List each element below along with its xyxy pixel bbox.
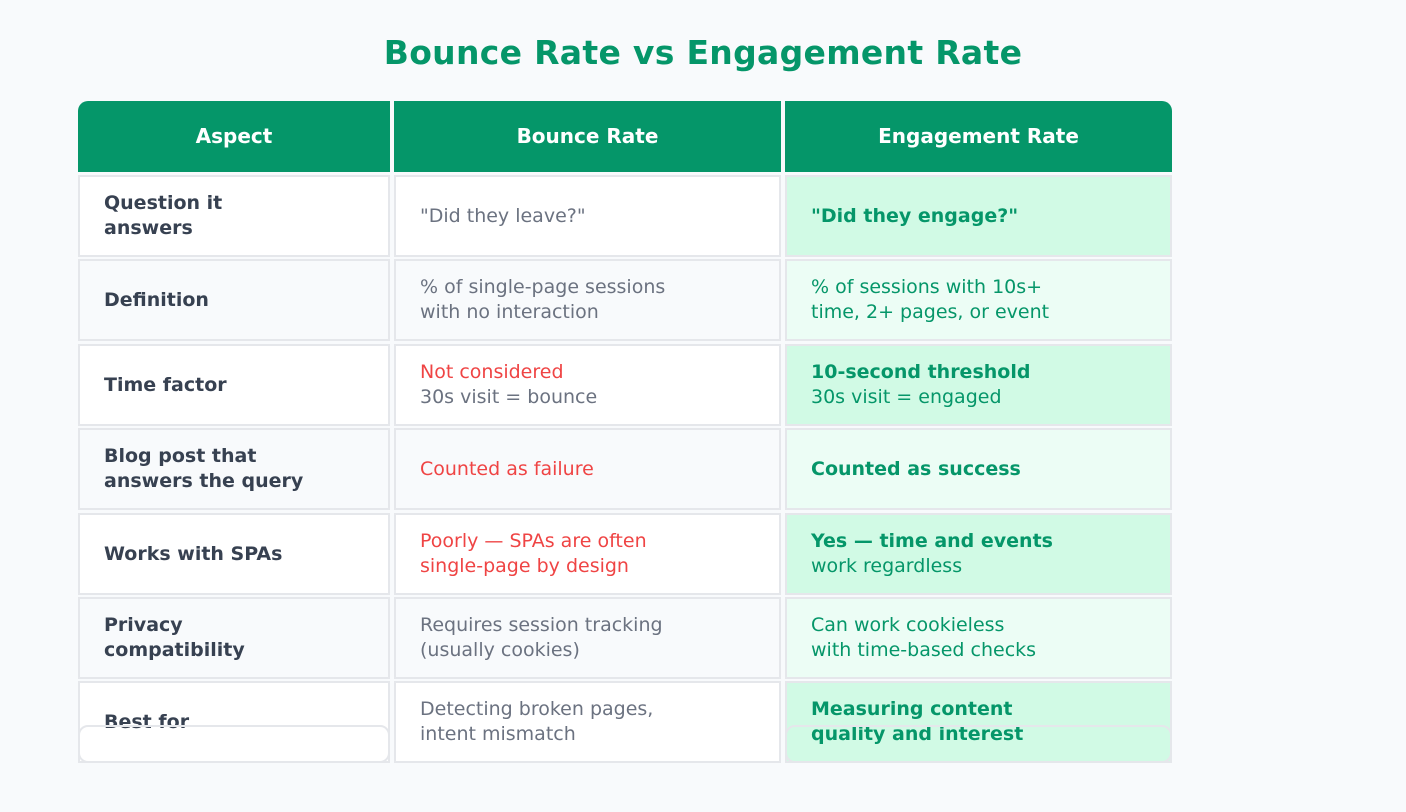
header-engagement-rate: Engagement Rate: [785, 101, 1172, 172]
aspect-cell: Time factor: [78, 344, 390, 426]
bounce-text: Counted as failure: [420, 457, 594, 480]
aspect-label: Blog post that: [104, 445, 257, 467]
engagement-text: 10-second threshold: [811, 361, 1031, 383]
aspect-label: Privacy: [104, 614, 183, 636]
aspect-label: answers: [104, 217, 193, 239]
aspect-label: Definition: [104, 288, 209, 311]
bounce-text: Not considered: [420, 361, 564, 383]
aspect-cell: Privacy compatibility: [78, 597, 390, 679]
row-overlay-decoration: [785, 725, 1172, 763]
engagement-rate-cell: Counted as success: [785, 428, 1172, 510]
bounce-rate-cell: "Did they leave?": [394, 175, 781, 257]
engagement-text: with time-based checks: [811, 639, 1037, 661]
aspect-label: answers the query: [104, 470, 304, 492]
bounce-text: Detecting broken pages,: [420, 698, 654, 720]
header-bounce-rate: Bounce Rate: [394, 101, 781, 172]
engagement-rate-cell: % of sessions with 10s+ time, 2+ pages, o…: [785, 259, 1172, 341]
bounce-text: % of single-page sessions: [420, 276, 666, 298]
bounce-text: Requires session tracking: [420, 614, 663, 636]
row-overlay-decoration: [78, 725, 390, 763]
engagement-text: work regardless: [811, 555, 963, 577]
engagement-text: 30s visit = engaged: [811, 386, 1002, 408]
aspect-label: Best for: [104, 710, 190, 733]
header-aspect: Aspect: [78, 101, 390, 172]
aspect-label: Time factor: [104, 373, 227, 396]
aspect-cell: Blog post that answers the query: [78, 428, 390, 510]
bounce-text: (usually cookies): [420, 639, 580, 661]
bounce-text: Poorly — SPAs are often: [420, 530, 647, 552]
aspect-label: compatibility: [104, 639, 245, 661]
engagement-text: quality and interest: [811, 723, 1024, 745]
engagement-rate-cell: 10-second threshold 30s visit = engaged: [785, 344, 1172, 426]
aspect-label: Works with SPAs: [104, 542, 283, 565]
bounce-rate-cell: % of single-page sessions with no interac…: [394, 259, 781, 341]
bounce-rate-cell: Requires session tracking (usually cookie…: [394, 597, 781, 679]
engagement-text: Counted as success: [811, 457, 1021, 480]
engagement-text: "Did they engage?": [811, 204, 1019, 227]
engagement-rate-cell: Measuring content quality and interest: [785, 681, 1172, 763]
aspect-cell: Best for: [78, 681, 390, 763]
bounce-text: single-page by design: [420, 555, 629, 577]
engagement-text: time, 2+ pages, or event: [811, 301, 1050, 323]
bounce-text: with no interaction: [420, 301, 599, 323]
bounce-text: "Did they leave?": [420, 204, 586, 227]
page-title: Bounce Rate vs Engagement Rate: [383, 33, 1023, 72]
engagement-rate-cell: Yes — time and events work regardless: [785, 513, 1172, 595]
bounce-text: 30s visit = bounce: [420, 386, 598, 408]
engagement-text: Yes — time and events: [811, 530, 1053, 552]
engagement-text: % of sessions with 10s+: [811, 276, 1043, 298]
bounce-rate-cell: Detecting broken pages, intent mismatch: [394, 681, 781, 763]
bounce-rate-cell: Poorly — SPAs are often single-page by de…: [394, 513, 781, 595]
bounce-text: intent mismatch: [420, 723, 576, 745]
aspect-cell: Definition: [78, 259, 390, 341]
engagement-rate-cell: "Did they engage?": [785, 175, 1172, 257]
aspect-cell: Works with SPAs: [78, 513, 390, 595]
engagement-text: Can work cookieless: [811, 614, 1005, 636]
aspect-cell: Question it answers: [78, 175, 390, 257]
bounce-rate-cell: Counted as failure: [394, 428, 781, 510]
aspect-label: Question it: [104, 192, 223, 214]
engagement-rate-cell: Can work cookieless with time-based check…: [785, 597, 1172, 679]
engagement-text: Measuring content: [811, 698, 1013, 720]
bounce-rate-cell: Not considered 30s visit = bounce: [394, 344, 781, 426]
